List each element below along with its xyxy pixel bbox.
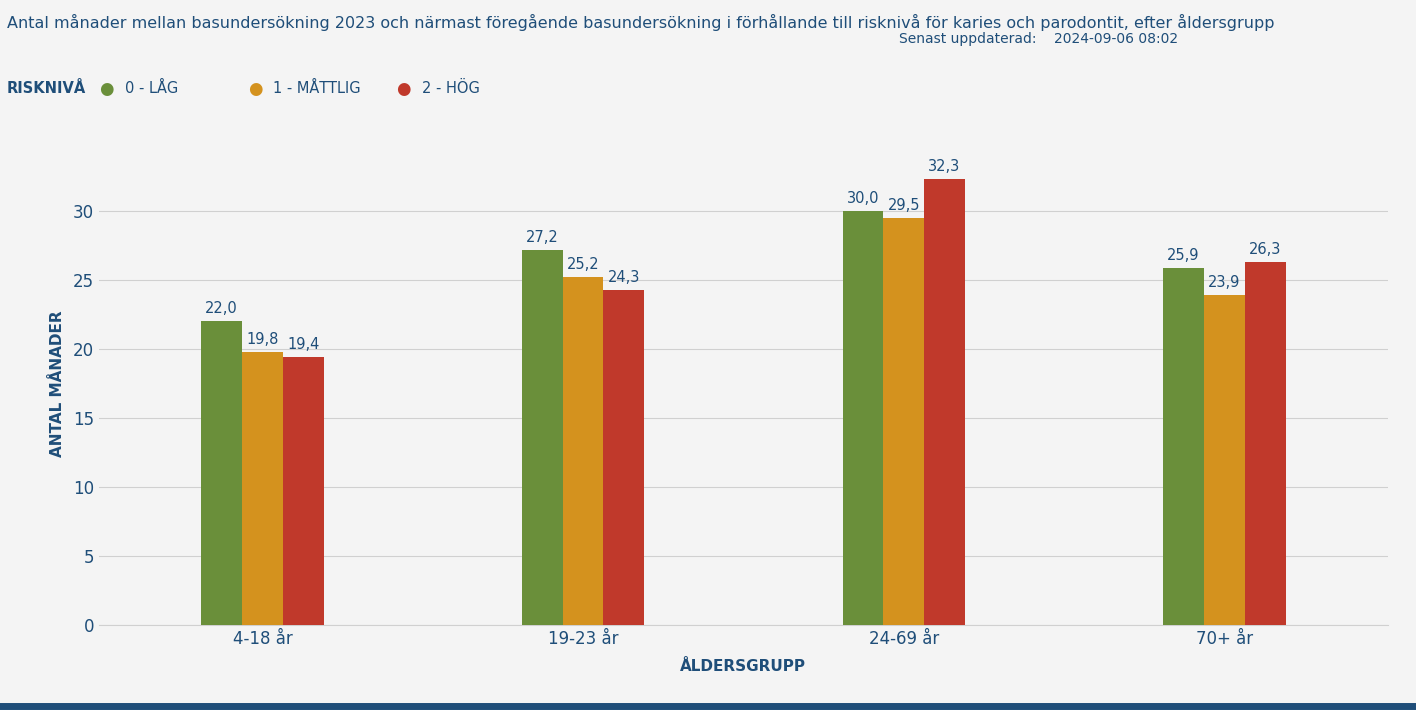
Text: 25,2: 25,2 bbox=[566, 257, 599, 273]
Text: 32,3: 32,3 bbox=[929, 160, 960, 175]
Bar bbox=[1204, 295, 1245, 625]
Y-axis label: ANTAL MÅNADER: ANTAL MÅNADER bbox=[50, 310, 65, 457]
Text: 30,0: 30,0 bbox=[847, 191, 879, 206]
Text: 26,3: 26,3 bbox=[1249, 242, 1281, 257]
Text: Senast uppdaterad:    2024-09-06 08:02: Senast uppdaterad: 2024-09-06 08:02 bbox=[899, 32, 1178, 46]
Text: Antal månader mellan basundersökning 2023 och närmast föregående basundersökning: Antal månader mellan basundersökning 202… bbox=[7, 14, 1274, 31]
Bar bbox=[925, 179, 964, 625]
Bar bbox=[843, 211, 884, 625]
Text: 2 - HÖG: 2 - HÖG bbox=[422, 81, 480, 97]
Text: ●: ● bbox=[99, 80, 113, 98]
Text: 19,8: 19,8 bbox=[246, 332, 279, 347]
Bar bbox=[523, 250, 562, 625]
Bar bbox=[562, 277, 603, 625]
Bar bbox=[283, 357, 324, 625]
Bar bbox=[1163, 268, 1204, 625]
Text: 1 - MÅTTLIG: 1 - MÅTTLIG bbox=[273, 81, 361, 97]
Text: ●: ● bbox=[248, 80, 262, 98]
Bar bbox=[1245, 262, 1286, 625]
Text: 29,5: 29,5 bbox=[888, 198, 920, 213]
Text: ●: ● bbox=[396, 80, 411, 98]
Text: 0 - LÅG: 0 - LÅG bbox=[125, 81, 178, 97]
X-axis label: ÅLDERSGRUPP: ÅLDERSGRUPP bbox=[681, 659, 806, 674]
Bar bbox=[201, 322, 242, 625]
Text: 19,4: 19,4 bbox=[287, 337, 320, 352]
Text: 27,2: 27,2 bbox=[525, 230, 559, 245]
Bar bbox=[603, 290, 644, 625]
Bar bbox=[242, 351, 283, 625]
Bar bbox=[884, 218, 925, 625]
Text: RISKNIVÅ: RISKNIVÅ bbox=[7, 81, 86, 97]
Text: 22,0: 22,0 bbox=[205, 302, 238, 317]
Text: 23,9: 23,9 bbox=[1208, 275, 1240, 290]
Text: 24,3: 24,3 bbox=[607, 270, 640, 285]
Text: 25,9: 25,9 bbox=[1167, 248, 1199, 263]
